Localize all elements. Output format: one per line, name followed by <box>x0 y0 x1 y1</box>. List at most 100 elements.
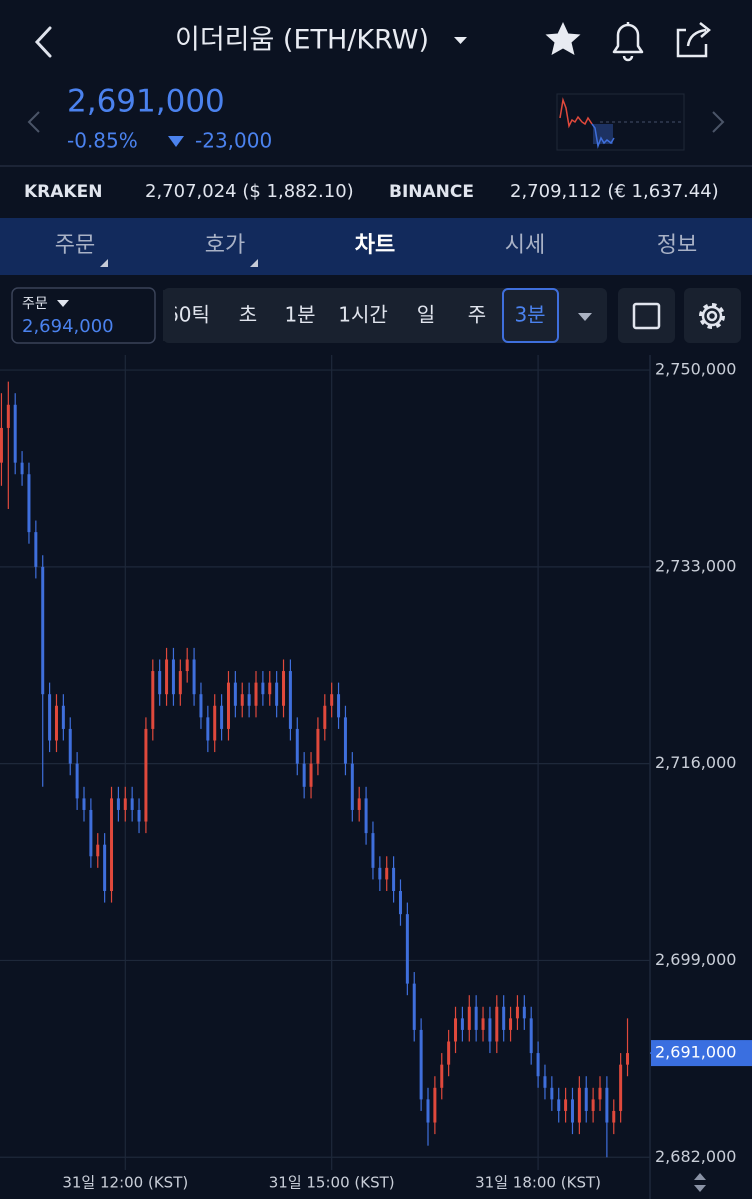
y-tick-label: 2,733,000 <box>655 556 736 575</box>
candle-body <box>433 1087 437 1123</box>
candle-body <box>199 694 203 718</box>
prev-button[interactable] <box>27 111 40 133</box>
exchange-name: BINANCE <box>389 182 474 202</box>
interval[interactable]: 일 <box>417 303 435 327</box>
tab[interactable]: 시세 <box>505 233 545 258</box>
candle-body <box>619 1064 623 1111</box>
candle-body <box>488 1018 492 1042</box>
candle-body <box>591 1099 595 1111</box>
candle-body <box>268 682 272 695</box>
candle-body <box>6 404 10 428</box>
candle-body <box>103 844 107 892</box>
candle-body <box>220 705 224 729</box>
tab[interactable]: 정보 <box>657 233 697 258</box>
title-dropdown[interactable] <box>454 37 467 44</box>
candle-body <box>357 798 361 810</box>
candle-body <box>570 1099 574 1123</box>
candle-body <box>192 659 196 695</box>
candle-body <box>529 1018 533 1054</box>
settings-button[interactable] <box>684 288 741 343</box>
candle-body <box>612 1110 616 1123</box>
candle-body <box>536 1053 540 1077</box>
candle-body <box>467 1006 471 1030</box>
exchange-name: KRAKEN <box>24 182 102 202</box>
candle-body <box>261 682 265 695</box>
candle-body <box>61 705 65 729</box>
candle-body <box>440 1064 444 1088</box>
y-tick-label: 2,699,000 <box>655 950 736 969</box>
candle-body <box>405 914 409 984</box>
candle-body <box>337 694 341 718</box>
candle-body <box>185 659 189 672</box>
scroll-icon[interactable] <box>694 1173 706 1192</box>
candle-body <box>419 1029 423 1100</box>
candle-body <box>41 566 45 695</box>
candle-body <box>137 809 141 822</box>
tab[interactable]: 주문 <box>55 233 95 258</box>
candle-body <box>515 1006 519 1019</box>
candle-body <box>96 844 100 857</box>
candle-body <box>605 1087 609 1123</box>
last-price-label: 2,691,000 <box>655 1043 736 1062</box>
layout-icon <box>632 302 661 330</box>
candle-body <box>598 1087 602 1100</box>
x-tick-label: 31일 18:00 (KST) <box>475 1174 601 1192</box>
candle-body <box>295 728 299 764</box>
interval[interactable]: 초 <box>239 303 257 327</box>
exchange-price: 2,707,024 ($ 1,882.10) <box>145 181 354 202</box>
tab-active[interactable]: 차트 <box>355 233 395 258</box>
share-icon[interactable] <box>676 22 711 58</box>
candle-body <box>178 671 182 695</box>
back-button[interactable] <box>34 26 52 58</box>
candle-body <box>68 728 72 764</box>
candle-body <box>116 798 120 810</box>
candle-body <box>392 867 396 892</box>
y-tick-label: 2,750,000 <box>655 360 736 379</box>
interval-dropdown[interactable] <box>578 313 592 321</box>
interval[interactable]: 주 <box>468 303 486 327</box>
candle-body <box>213 705 217 741</box>
candle-body <box>54 705 58 741</box>
candle-body <box>454 1018 458 1042</box>
candle-body <box>144 728 148 822</box>
y-tick-label: 2,716,000 <box>655 753 736 772</box>
plot-area <box>0 381 630 1158</box>
candle-body <box>626 1053 630 1065</box>
exchange-price: 2,709,112 (€ 1,637.44) <box>510 181 719 202</box>
candle-body <box>557 1099 561 1111</box>
candle-body <box>110 798 114 892</box>
candle-body <box>474 1006 478 1030</box>
candle-body <box>543 1076 547 1088</box>
candle-body <box>275 682 279 706</box>
candle-body <box>460 1018 464 1030</box>
candle-body <box>522 1006 526 1019</box>
layout-button[interactable] <box>618 288 675 343</box>
favorite-icon[interactable] <box>545 22 581 55</box>
interval-fade <box>163 290 175 341</box>
tab-bar <box>0 218 752 275</box>
interval-active-box <box>502 288 559 343</box>
candle-body <box>27 474 31 533</box>
interval[interactable]: 1시간 <box>338 303 388 327</box>
order-box[interactable] <box>11 287 156 344</box>
candle-body <box>233 682 237 706</box>
candle-body <box>412 983 416 1030</box>
candle-body <box>385 867 389 880</box>
interval-active[interactable]: 3분 <box>514 303 545 327</box>
candle-body <box>481 1018 485 1030</box>
interval[interactable]: 1분 <box>284 303 315 327</box>
tab-marker <box>250 259 258 267</box>
interval-bar <box>163 288 607 343</box>
candle-body <box>509 1018 513 1030</box>
candle-body <box>398 891 402 915</box>
alarm-icon[interactable] <box>612 22 644 62</box>
candle-body <box>247 694 251 706</box>
candle-body <box>330 694 334 706</box>
candle-body <box>158 671 162 695</box>
next-button[interactable] <box>712 111 725 133</box>
tab[interactable]: 호가 <box>205 233 245 258</box>
candle-body <box>282 671 286 706</box>
candle-body <box>343 717 347 764</box>
